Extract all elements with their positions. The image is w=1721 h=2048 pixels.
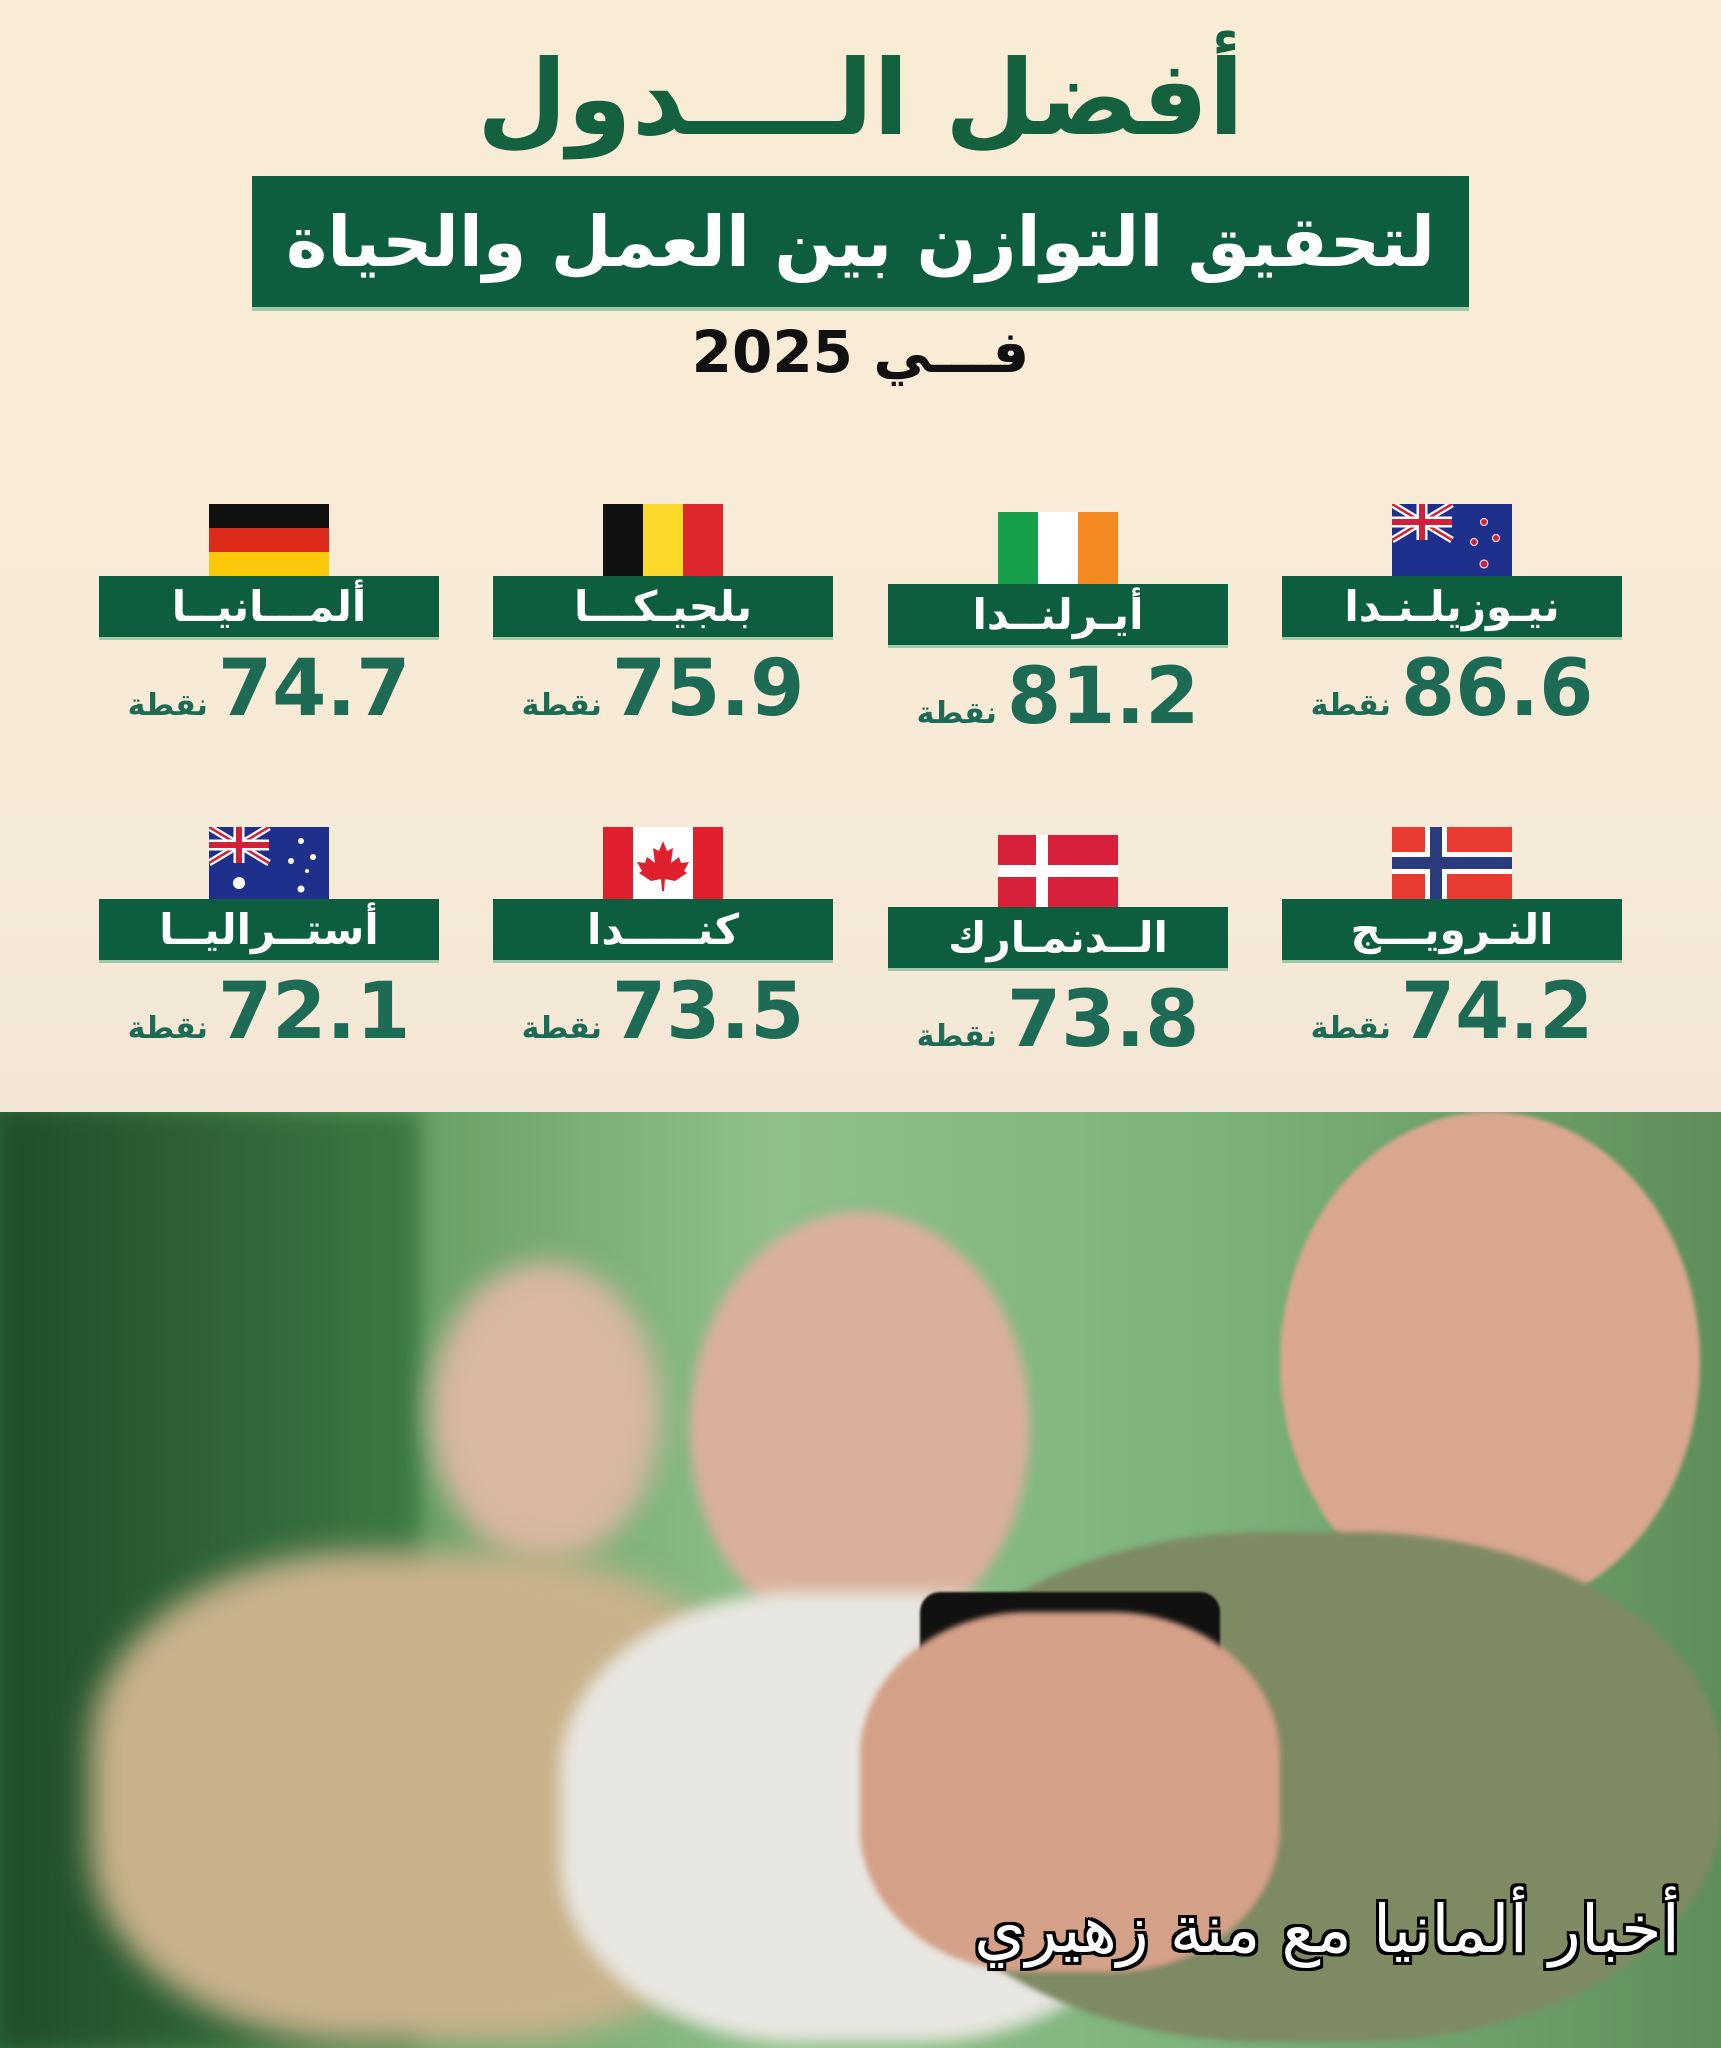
person-left-head [430,1262,660,1562]
belgium-flag-icon [603,504,723,576]
country-card-denmark: الــدنمـارك نقطة 73.8 [888,835,1228,1065]
country-card-germany: ألمـــانيــا نقطة 74.7 [99,504,439,734]
new-zealand-flag-icon [1392,504,1512,576]
country-label: النـرويـــج [1282,899,1622,963]
country-label: نيـوزيلـنـدا [1282,576,1622,640]
country-card-canada: كنـــــدا نقطة 73.5 [493,827,833,1057]
score: نقطة 73.5 [521,967,805,1057]
score: نقطة 74.7 [127,644,411,734]
person-right-head [1280,1112,1700,1612]
australia-flag-icon [209,827,329,899]
country-label: ألمـــانيــا [99,576,439,640]
country-label: الــدنمـارك [888,907,1228,971]
country-label: كنـــــدا [493,899,833,963]
score: نقطة 73.8 [916,975,1200,1065]
score: نقطة 75.9 [521,644,805,734]
ireland-flag-icon [998,512,1118,584]
photo-caption: أخبار ألمانيا مع منة زهيري [974,1891,1680,1968]
germany-flag-icon [209,504,329,576]
person-middle-head [690,1212,1030,1642]
year-line: فـــي 2025 [691,318,1030,386]
score: نقطة 74.2 [1310,967,1594,1057]
score: نقطة 72.1 [127,967,411,1057]
norway-flag-icon [1392,827,1512,899]
country-card-australia: أستــراليــا نقطة 72.1 [99,827,439,1057]
country-label: أيـرلنــدا [888,584,1228,648]
score: نقطة 81.2 [916,652,1200,742]
photo-seniors-with-phones [0,1112,1721,2048]
score: نقطة 86.6 [1310,644,1594,734]
page-title: أفضل الــــدول [476,37,1245,159]
country-label: أستــراليــا [99,899,439,963]
denmark-flag-icon [998,835,1118,907]
country-card-ireland: أيـرلنــدا نقطة 81.2 [888,512,1228,742]
subtitle: لتحقيق التوازن بين العمل والحياة [285,200,1436,283]
subtitle-banner: لتحقيق التوازن بين العمل والحياة [252,176,1469,311]
hands [860,1612,1280,1972]
country-card-norway: النـرويـــج نقطة 74.2 [1282,827,1622,1057]
country-card-new-zealand: نيـوزيلـنـدا نقطة 86.6 [1282,504,1622,734]
country-label: بلجيـكـــا [493,576,833,640]
canada-flag-icon [603,827,723,899]
country-card-belgium: بلجيـكـــا نقطة 75.9 [493,504,833,734]
